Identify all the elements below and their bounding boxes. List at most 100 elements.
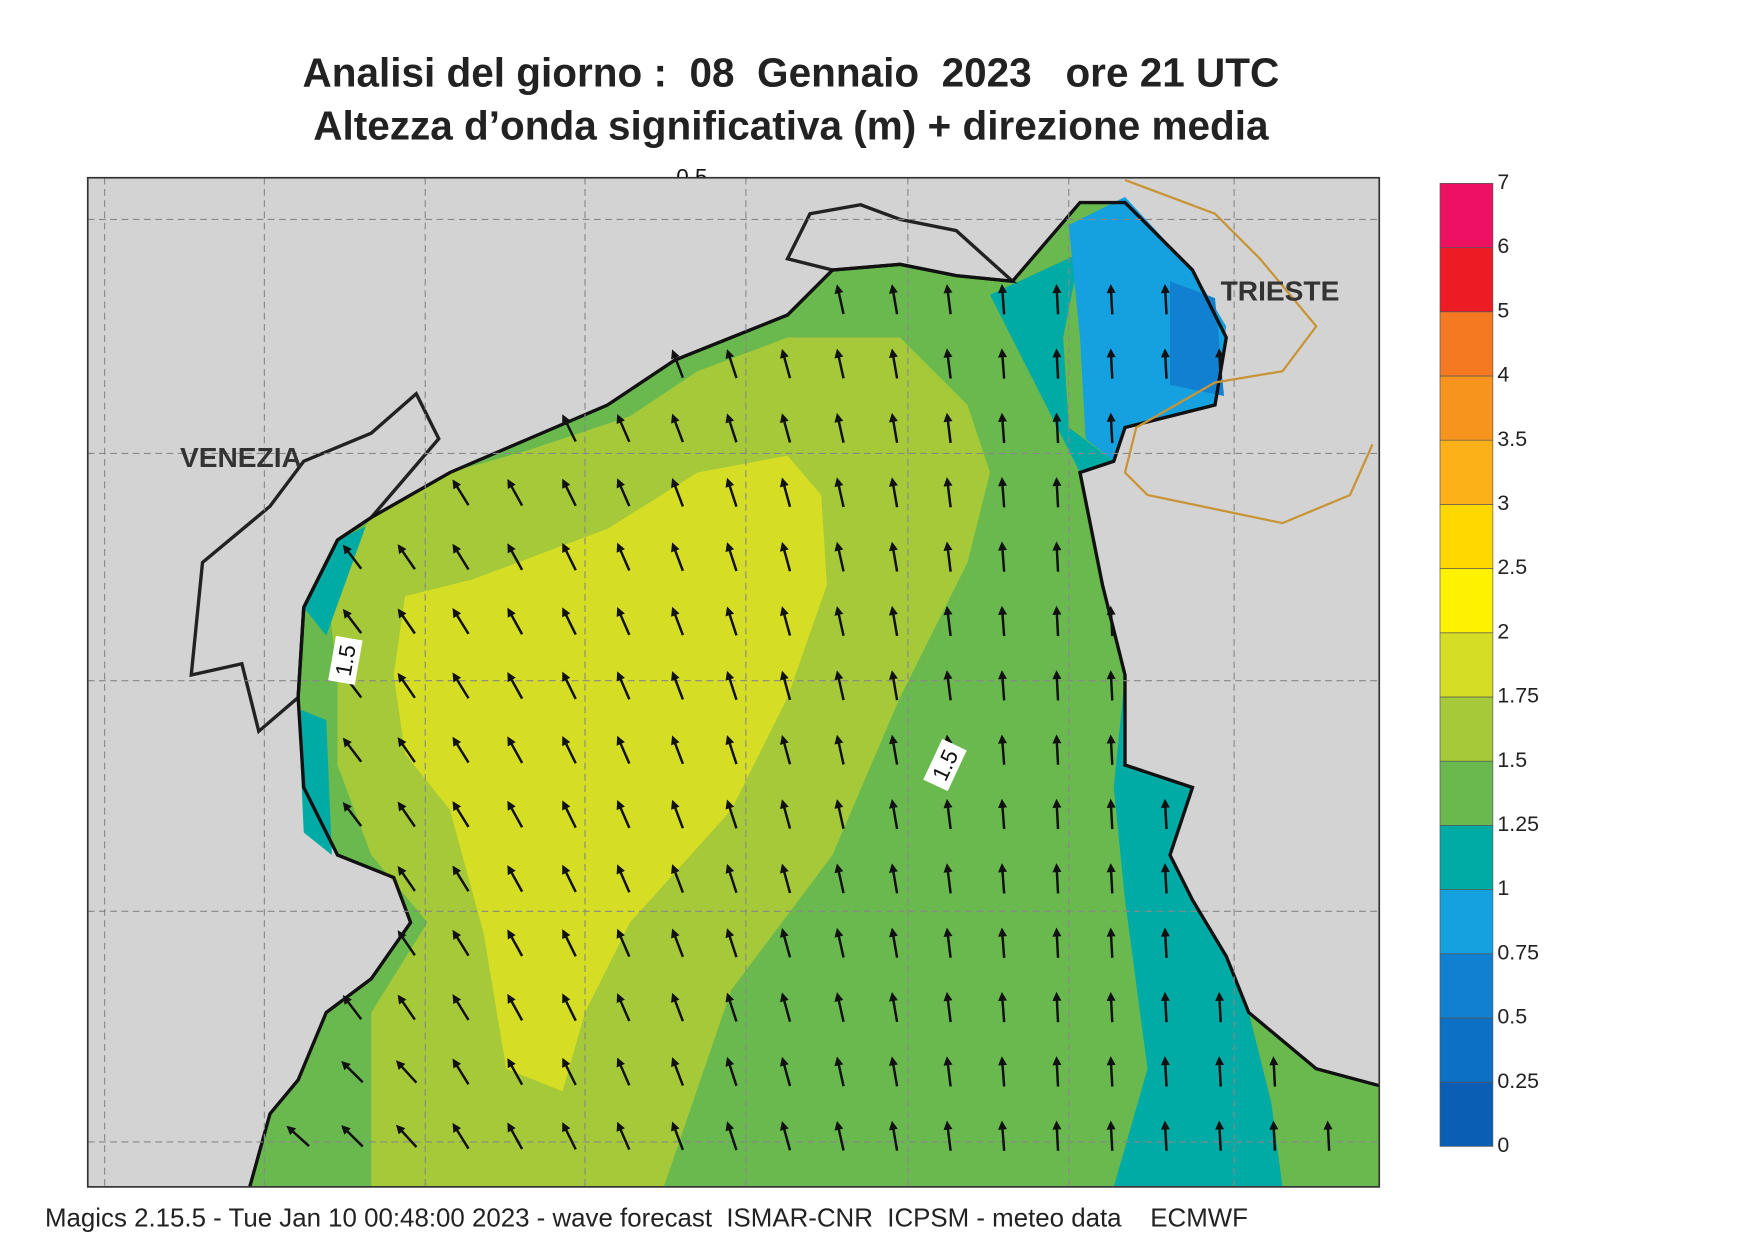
colorbar-swatch xyxy=(1439,760,1494,826)
arrow xyxy=(452,801,470,828)
arrow-head xyxy=(780,863,789,874)
arrow-head xyxy=(562,993,571,1004)
arrow-head xyxy=(452,672,462,683)
arrow xyxy=(562,1122,577,1150)
arrow xyxy=(1106,798,1116,830)
colorbar-label: 0.75 xyxy=(1497,940,1539,964)
arrow xyxy=(943,1120,953,1151)
arrow xyxy=(1106,734,1116,765)
arrow-head xyxy=(780,1056,789,1067)
arrow xyxy=(998,1120,1008,1151)
arrow-head xyxy=(1052,348,1062,358)
arrow xyxy=(507,929,524,957)
arrow-head xyxy=(1106,863,1116,873)
arrow-head xyxy=(397,930,407,941)
arrow xyxy=(998,734,1008,765)
arrow-head xyxy=(1106,605,1116,615)
arrow-head xyxy=(834,541,844,552)
arrow-head xyxy=(943,605,953,616)
arrow xyxy=(998,670,1008,701)
arrow xyxy=(1160,348,1170,379)
map-area xyxy=(87,177,1380,1187)
arrow xyxy=(507,607,524,635)
colorbar-label: 7 xyxy=(1497,170,1509,194)
arrow-head xyxy=(342,995,352,1005)
arrow-head xyxy=(562,800,571,811)
coastline xyxy=(248,200,1380,1187)
arrow xyxy=(671,606,685,636)
arrow-head xyxy=(943,541,953,551)
arrow xyxy=(671,478,685,507)
arrow-head xyxy=(834,799,844,809)
arrow xyxy=(1106,605,1116,637)
arrow xyxy=(1215,991,1225,1023)
arrow xyxy=(507,865,524,893)
arrow-head xyxy=(452,1122,462,1133)
arrow-head xyxy=(452,1058,462,1069)
arrow-head xyxy=(397,801,407,812)
arrow-head xyxy=(834,606,844,616)
arrow-head xyxy=(889,927,898,938)
arrow-head xyxy=(1215,1056,1225,1066)
arrow-head xyxy=(341,1125,351,1135)
place-label: VENEZIA xyxy=(180,442,302,473)
arrow-head xyxy=(1052,670,1062,680)
arrow-head xyxy=(889,541,898,552)
arrow-head xyxy=(507,800,516,811)
arrow-head xyxy=(452,929,462,940)
arrow xyxy=(1160,283,1170,315)
arrow-head xyxy=(834,477,844,488)
arrow xyxy=(671,1057,685,1087)
frame xyxy=(86,176,1381,1188)
arrow xyxy=(562,542,577,571)
arrow xyxy=(834,541,845,572)
arrow-head xyxy=(1160,863,1170,873)
arrow xyxy=(943,348,953,379)
arrow xyxy=(1052,1056,1062,1087)
arrow-head xyxy=(1106,348,1116,358)
contour-label-box: 1.5 xyxy=(328,635,363,685)
arrow xyxy=(834,1056,845,1087)
arrow-head xyxy=(834,284,844,295)
arrow-head xyxy=(1052,477,1062,487)
wave-zone xyxy=(1068,196,1227,462)
arrow-head xyxy=(1269,1056,1279,1066)
arrow-head xyxy=(1052,541,1062,551)
arrow-head xyxy=(834,413,844,423)
colorbar-swatch xyxy=(1439,632,1494,698)
arrow-head xyxy=(671,1121,680,1132)
arrow xyxy=(1052,798,1062,830)
arrow-head xyxy=(943,348,953,358)
arrow xyxy=(780,670,792,701)
arrow-head xyxy=(998,1056,1008,1066)
arrow xyxy=(889,284,899,315)
arrow xyxy=(452,865,470,892)
arrow xyxy=(998,283,1008,315)
arrow xyxy=(616,607,631,636)
arrow-head xyxy=(1215,348,1225,358)
arrow xyxy=(507,1058,524,1086)
arrow-head xyxy=(397,544,407,555)
arrow xyxy=(998,348,1008,379)
arrow-head xyxy=(780,348,789,359)
arrow xyxy=(943,477,953,508)
arrow xyxy=(889,541,899,572)
arrow-head xyxy=(1160,927,1170,937)
arrow-head xyxy=(616,671,625,682)
arrow xyxy=(1269,1120,1279,1151)
arrow xyxy=(780,799,792,829)
arrow-head xyxy=(998,863,1008,873)
arrow-head xyxy=(1052,1120,1062,1130)
arrow xyxy=(834,606,845,636)
arrow-head xyxy=(725,477,735,488)
arrow xyxy=(725,542,738,572)
arrow-head xyxy=(725,1056,735,1067)
arrow xyxy=(725,413,738,443)
arrow-head xyxy=(452,994,462,1005)
arrow-head xyxy=(834,992,844,1002)
colorbar-swatch xyxy=(1439,439,1494,505)
arrow xyxy=(1160,863,1170,894)
footer: Magics 2.15.5 - Tue Jan 10 00:48:00 2023… xyxy=(45,1204,1248,1232)
arrow xyxy=(397,801,416,828)
arrow xyxy=(452,672,470,699)
